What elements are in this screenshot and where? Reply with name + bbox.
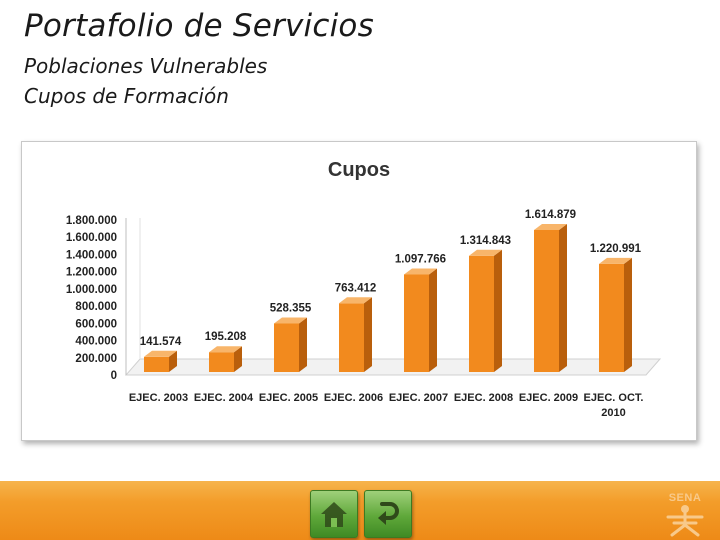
- data-label: 763.412: [335, 282, 377, 294]
- bar: [599, 263, 624, 372]
- bar: [534, 229, 559, 372]
- footer-bar: [0, 481, 720, 540]
- bar-top: [274, 317, 307, 324]
- y-tick-label: 1.600.000: [66, 232, 117, 244]
- bar-side: [364, 297, 372, 372]
- bar: [209, 352, 234, 372]
- data-label: 1.097.766: [395, 253, 446, 265]
- y-tick-label: 1.000.000: [66, 284, 117, 296]
- bar-top: [469, 249, 502, 256]
- bar: [144, 356, 169, 372]
- chart-floor: [124, 358, 662, 376]
- bar-side: [624, 257, 632, 372]
- bar-top: [404, 268, 437, 275]
- data-label: 195.208: [205, 331, 247, 343]
- bar-top: [209, 346, 242, 353]
- bar-side: [429, 268, 437, 372]
- x-tick-label: EJEC. 2008: [454, 392, 513, 404]
- data-label: 1.314.843: [460, 235, 511, 247]
- return-arrow-icon: [378, 502, 399, 525]
- bar-top: [144, 350, 177, 357]
- sena-logo: SENA: [654, 492, 716, 538]
- bar-side: [234, 346, 242, 372]
- y-tick-label: 0: [111, 370, 117, 382]
- x-tick-label: EJEC. 2006: [324, 392, 383, 404]
- sena-logo-text: SENA: [668, 492, 702, 504]
- x-tick-label: EJEC. 2004: [194, 392, 254, 404]
- y-tick-label: 200.000: [75, 353, 117, 365]
- chart-title: Cupos: [328, 159, 390, 181]
- data-label: 528.355: [270, 303, 312, 315]
- cupos-bar-chart: Cupos 0 200.000 400.000 600.000 800.000 1.000.…: [66, 159, 662, 419]
- return-button[interactable]: [364, 490, 412, 538]
- y-tick-label: 1.200.000: [66, 267, 117, 279]
- x-tick-label: EJEC. 2003: [129, 392, 188, 404]
- slide-title: Portafolio de Servicios: [24, 8, 374, 44]
- bar-side: [559, 223, 567, 372]
- x-tick-label: 2010: [601, 407, 625, 419]
- data-label: 141.574: [140, 336, 182, 348]
- y-tick-label: 600.000: [75, 318, 117, 330]
- bar-side: [169, 350, 177, 372]
- bar-side: [494, 249, 502, 372]
- y-tick-label: 1.800.000: [66, 215, 117, 227]
- bar: [339, 303, 364, 372]
- sena-figure-icon: [666, 505, 704, 537]
- slide-subtitle-training-slots: Cupos de Formación: [24, 84, 229, 108]
- home-button[interactable]: [310, 490, 358, 538]
- bar-top: [534, 223, 567, 230]
- x-tick-label: EJEC. 2009: [519, 392, 578, 404]
- bar: [274, 323, 299, 372]
- x-tick-label: EJEC. 2005: [259, 392, 318, 404]
- bar-top: [599, 257, 632, 264]
- home-icon: [321, 502, 347, 527]
- data-label: 1.220.991: [590, 243, 642, 255]
- y-tick-label: 800.000: [75, 301, 117, 313]
- data-label: 1.614.879: [525, 209, 576, 221]
- y-tick-label: 400.000: [75, 336, 117, 348]
- bar-top: [339, 297, 372, 304]
- y-tick-label: 1.400.000: [66, 249, 117, 261]
- bar: [404, 274, 429, 372]
- x-tick-label: EJEC. OCT.: [584, 392, 644, 404]
- x-tick-label: EJEC. 2007: [389, 392, 448, 404]
- chart-frame: Cupos 0 200.000 400.000 600.000 800.000 1.000.…: [21, 141, 697, 441]
- slide-subtitle-populations: Poblaciones Vulnerables: [24, 54, 268, 78]
- bar: [469, 255, 494, 372]
- bar-side: [299, 317, 307, 372]
